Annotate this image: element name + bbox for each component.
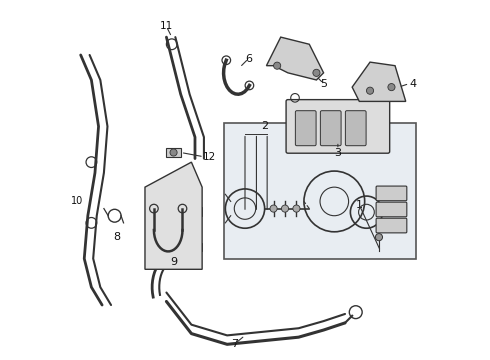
Circle shape — [293, 205, 300, 212]
Polygon shape — [145, 162, 202, 269]
Text: 8: 8 — [113, 232, 120, 242]
Circle shape — [367, 87, 373, 94]
Circle shape — [170, 149, 177, 156]
FancyBboxPatch shape — [295, 111, 316, 146]
FancyBboxPatch shape — [376, 202, 407, 217]
Bar — [167, 148, 181, 157]
Text: 11: 11 — [160, 21, 173, 31]
Text: 12: 12 — [203, 152, 216, 162]
Circle shape — [375, 234, 383, 241]
Bar — [223, 123, 416, 258]
Bar — [193, 207, 202, 216]
Circle shape — [313, 69, 320, 76]
Text: 5: 5 — [320, 78, 327, 89]
Text: 1: 1 — [356, 200, 363, 210]
Text: 3: 3 — [334, 148, 342, 158]
Polygon shape — [267, 37, 323, 80]
FancyBboxPatch shape — [376, 218, 407, 233]
Text: 2: 2 — [261, 121, 268, 131]
Text: 4: 4 — [409, 78, 416, 89]
Circle shape — [273, 62, 281, 69]
Bar — [193, 243, 202, 251]
Text: 6: 6 — [245, 54, 252, 64]
Text: 9: 9 — [170, 257, 177, 267]
Text: 7: 7 — [231, 339, 238, 349]
FancyBboxPatch shape — [345, 111, 366, 146]
Circle shape — [270, 205, 277, 212]
FancyBboxPatch shape — [320, 111, 341, 146]
Polygon shape — [352, 62, 406, 102]
FancyBboxPatch shape — [376, 186, 407, 201]
Circle shape — [388, 84, 395, 91]
FancyBboxPatch shape — [286, 100, 390, 153]
Text: 10: 10 — [71, 197, 83, 206]
Circle shape — [281, 205, 289, 212]
